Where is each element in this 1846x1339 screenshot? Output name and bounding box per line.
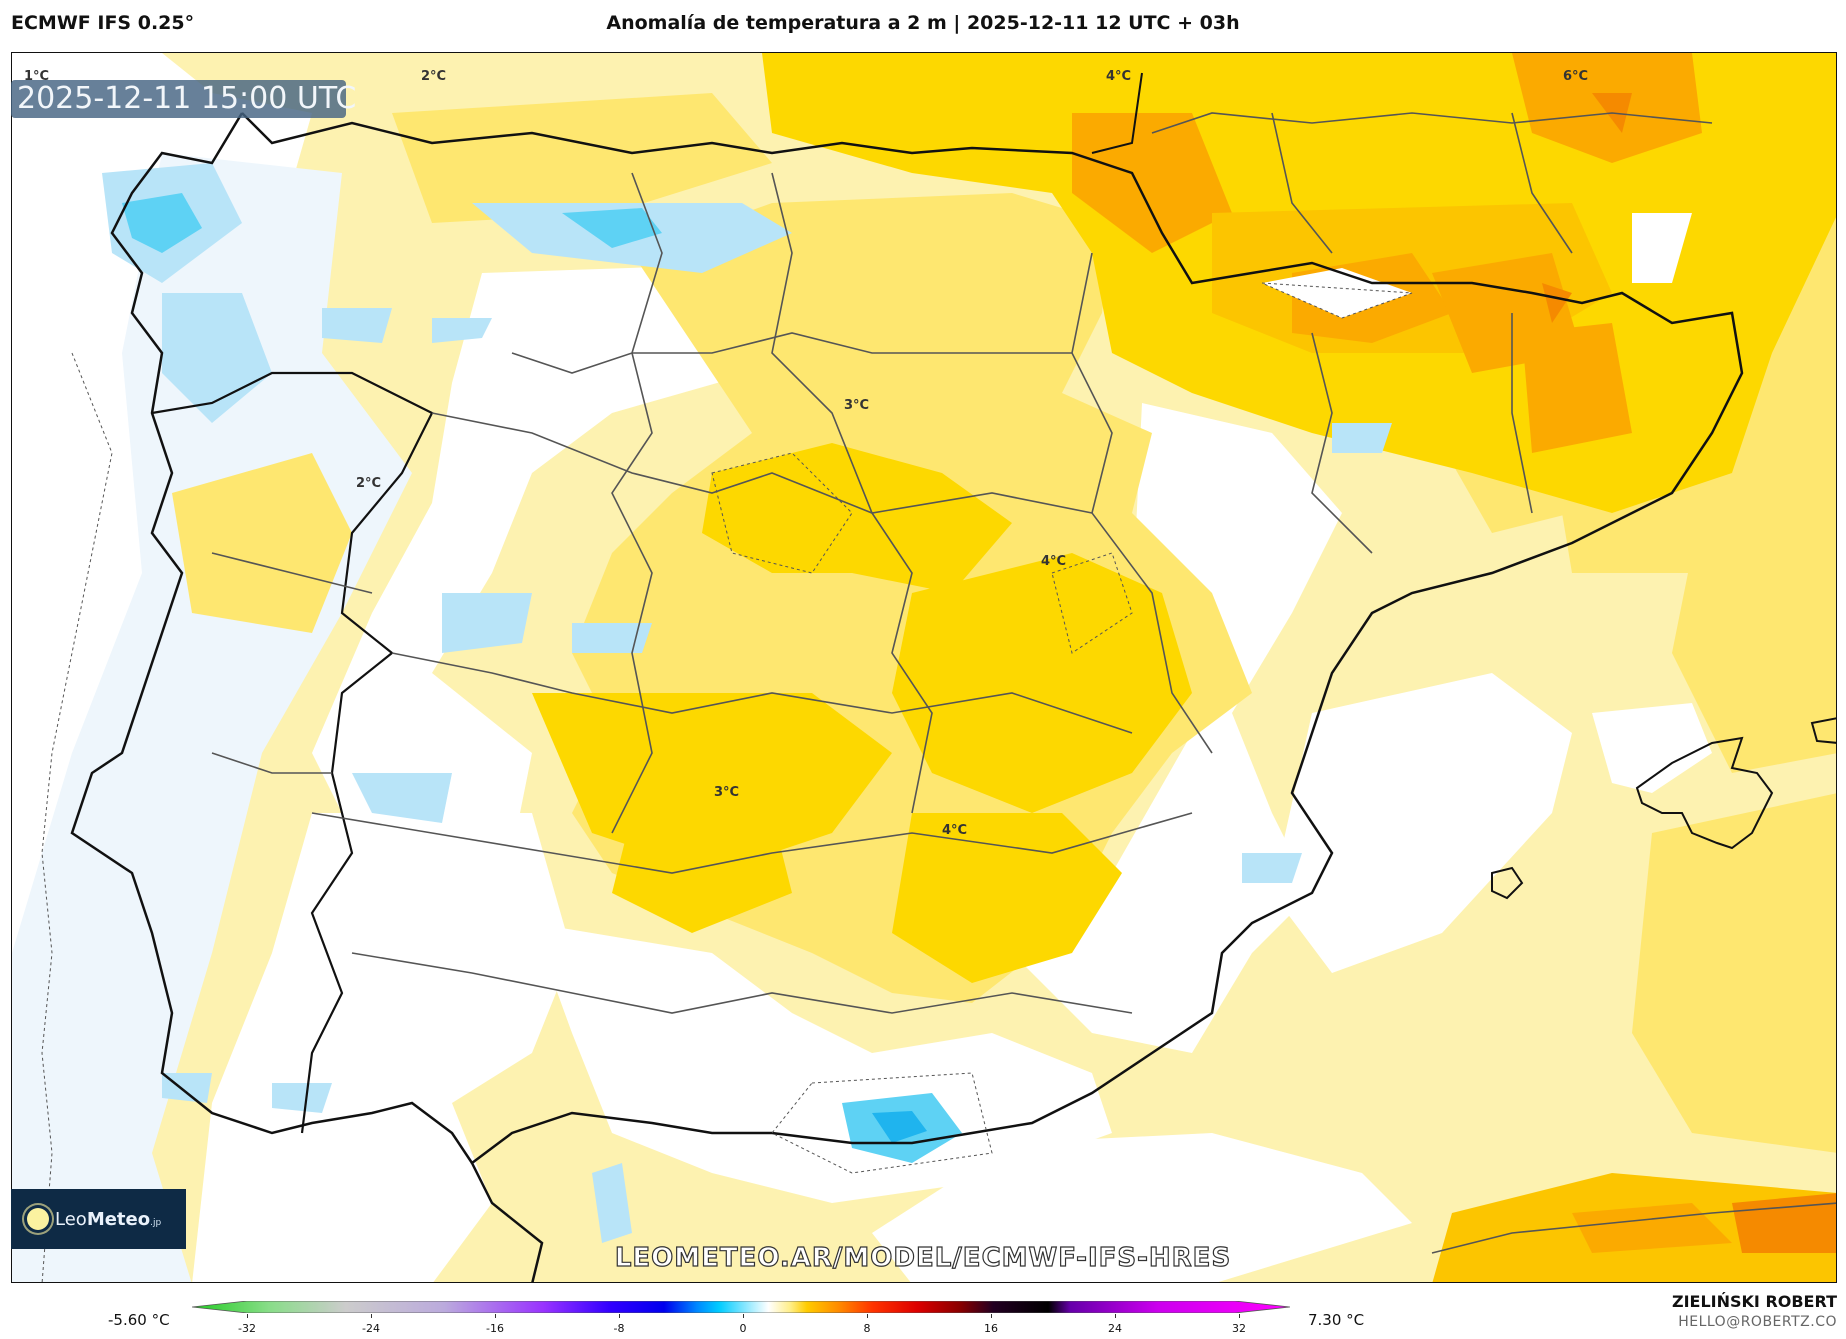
contour-label: 4°C: [1106, 69, 1132, 84]
colorbar-tick-label: 24: [1108, 1322, 1122, 1335]
colorbar-tick: [743, 1314, 744, 1318]
contour-label: 6°C: [1563, 69, 1589, 84]
contour-label: 3°C: [714, 785, 740, 800]
colorbar-tick: [867, 1314, 868, 1318]
colorbar-tick: [991, 1314, 992, 1318]
contour-label: 4°C: [942, 823, 968, 838]
colorbar: [192, 1301, 1290, 1313]
leometeo-logo: LeoMeteo.jp: [11, 1189, 186, 1249]
colorbar-tick: [247, 1314, 248, 1318]
colorbar-max-label: 7.30 °C: [1308, 1311, 1365, 1329]
logo-text: LeoMeteo.jp: [55, 1208, 162, 1230]
colorbar-tick-label: 16: [984, 1322, 998, 1335]
colorbar-tick-label: -8: [613, 1322, 625, 1335]
colorbar-tick-label: -24: [362, 1322, 380, 1335]
contour-label: 2°C: [356, 476, 382, 491]
colorbar-tick: [619, 1314, 620, 1318]
contour-label: 2°C: [421, 69, 447, 84]
anomaly-map: [12, 53, 1836, 1282]
colorbar-tick-label: -32: [238, 1322, 256, 1335]
contour-label: 3°C: [844, 398, 870, 413]
colorbar-tick-label: 32: [1232, 1322, 1246, 1335]
author-credit: ZIELIŃSKI ROBERT: [1671, 1292, 1837, 1311]
chart-title: Anomalía de temperatura a 2 m | 2025-12-…: [606, 12, 1240, 34]
colorbar-tick-label: 0: [739, 1322, 747, 1335]
colorbar-tick: [371, 1314, 372, 1318]
colorbar-tick: [495, 1314, 496, 1318]
valid-time-badge: 2025-12-11 15:00 UTC: [11, 80, 356, 118]
source-watermark: LEOMETEO.AR/MODEL/ECMWF-IFS-HRES: [614, 1242, 1232, 1273]
colorbar-tick-label: 8: [863, 1322, 871, 1335]
map-panel: 1°C 2°C 4°C 6°C 3°C 2°C 4°C 3°C 4°C: [11, 52, 1837, 1283]
colorbar-min-label: -5.60 °C: [108, 1311, 170, 1329]
colorbar-tick-label: -16: [486, 1322, 504, 1335]
contour-label: 4°C: [1041, 554, 1067, 569]
colorbar-tick: [1239, 1314, 1240, 1318]
sun-icon: [27, 1208, 49, 1230]
model-name: ECMWF IFS 0.25°: [11, 12, 195, 34]
author-email: HELLO@ROBERTZ.CO: [1678, 1314, 1837, 1330]
colorbar-tick: [1115, 1314, 1116, 1318]
